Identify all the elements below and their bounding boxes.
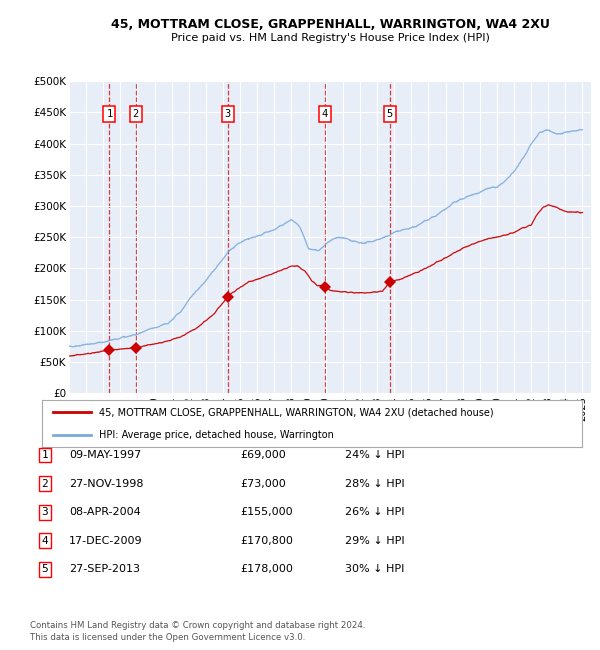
Text: HPI: Average price, detached house, Warrington: HPI: Average price, detached house, Warr…: [98, 430, 334, 440]
Text: £69,000: £69,000: [240, 450, 286, 460]
Text: £170,800: £170,800: [240, 536, 293, 546]
Text: 2: 2: [41, 478, 49, 489]
Text: 5: 5: [386, 109, 393, 119]
Text: 2: 2: [133, 109, 139, 119]
Text: £155,000: £155,000: [240, 507, 293, 517]
Text: 4: 4: [322, 109, 328, 119]
Text: 45, MOTTRAM CLOSE, GRAPPENHALL, WARRINGTON, WA4 2XU (detached house): 45, MOTTRAM CLOSE, GRAPPENHALL, WARRINGT…: [98, 408, 493, 417]
Text: 5: 5: [41, 564, 49, 575]
Text: 4: 4: [41, 536, 49, 546]
Text: 3: 3: [224, 109, 231, 119]
Text: 1: 1: [106, 109, 113, 119]
Text: 24% ↓ HPI: 24% ↓ HPI: [345, 450, 404, 460]
Text: £73,000: £73,000: [240, 478, 286, 489]
Text: Contains HM Land Registry data © Crown copyright and database right 2024.
This d: Contains HM Land Registry data © Crown c…: [30, 621, 365, 642]
Text: 45, MOTTRAM CLOSE, GRAPPENHALL, WARRINGTON, WA4 2XU: 45, MOTTRAM CLOSE, GRAPPENHALL, WARRINGT…: [110, 18, 550, 31]
Text: 26% ↓ HPI: 26% ↓ HPI: [345, 507, 404, 517]
Text: Price paid vs. HM Land Registry's House Price Index (HPI): Price paid vs. HM Land Registry's House …: [170, 32, 490, 43]
Text: 30% ↓ HPI: 30% ↓ HPI: [345, 564, 404, 575]
Text: 27-SEP-2013: 27-SEP-2013: [69, 564, 140, 575]
Text: 29% ↓ HPI: 29% ↓ HPI: [345, 536, 404, 546]
Text: 1: 1: [41, 450, 49, 460]
Text: 28% ↓ HPI: 28% ↓ HPI: [345, 478, 404, 489]
Text: £178,000: £178,000: [240, 564, 293, 575]
Text: 09-MAY-1997: 09-MAY-1997: [69, 450, 141, 460]
Text: 17-DEC-2009: 17-DEC-2009: [69, 536, 143, 546]
Text: 3: 3: [41, 507, 49, 517]
Text: 27-NOV-1998: 27-NOV-1998: [69, 478, 143, 489]
Text: 08-APR-2004: 08-APR-2004: [69, 507, 141, 517]
